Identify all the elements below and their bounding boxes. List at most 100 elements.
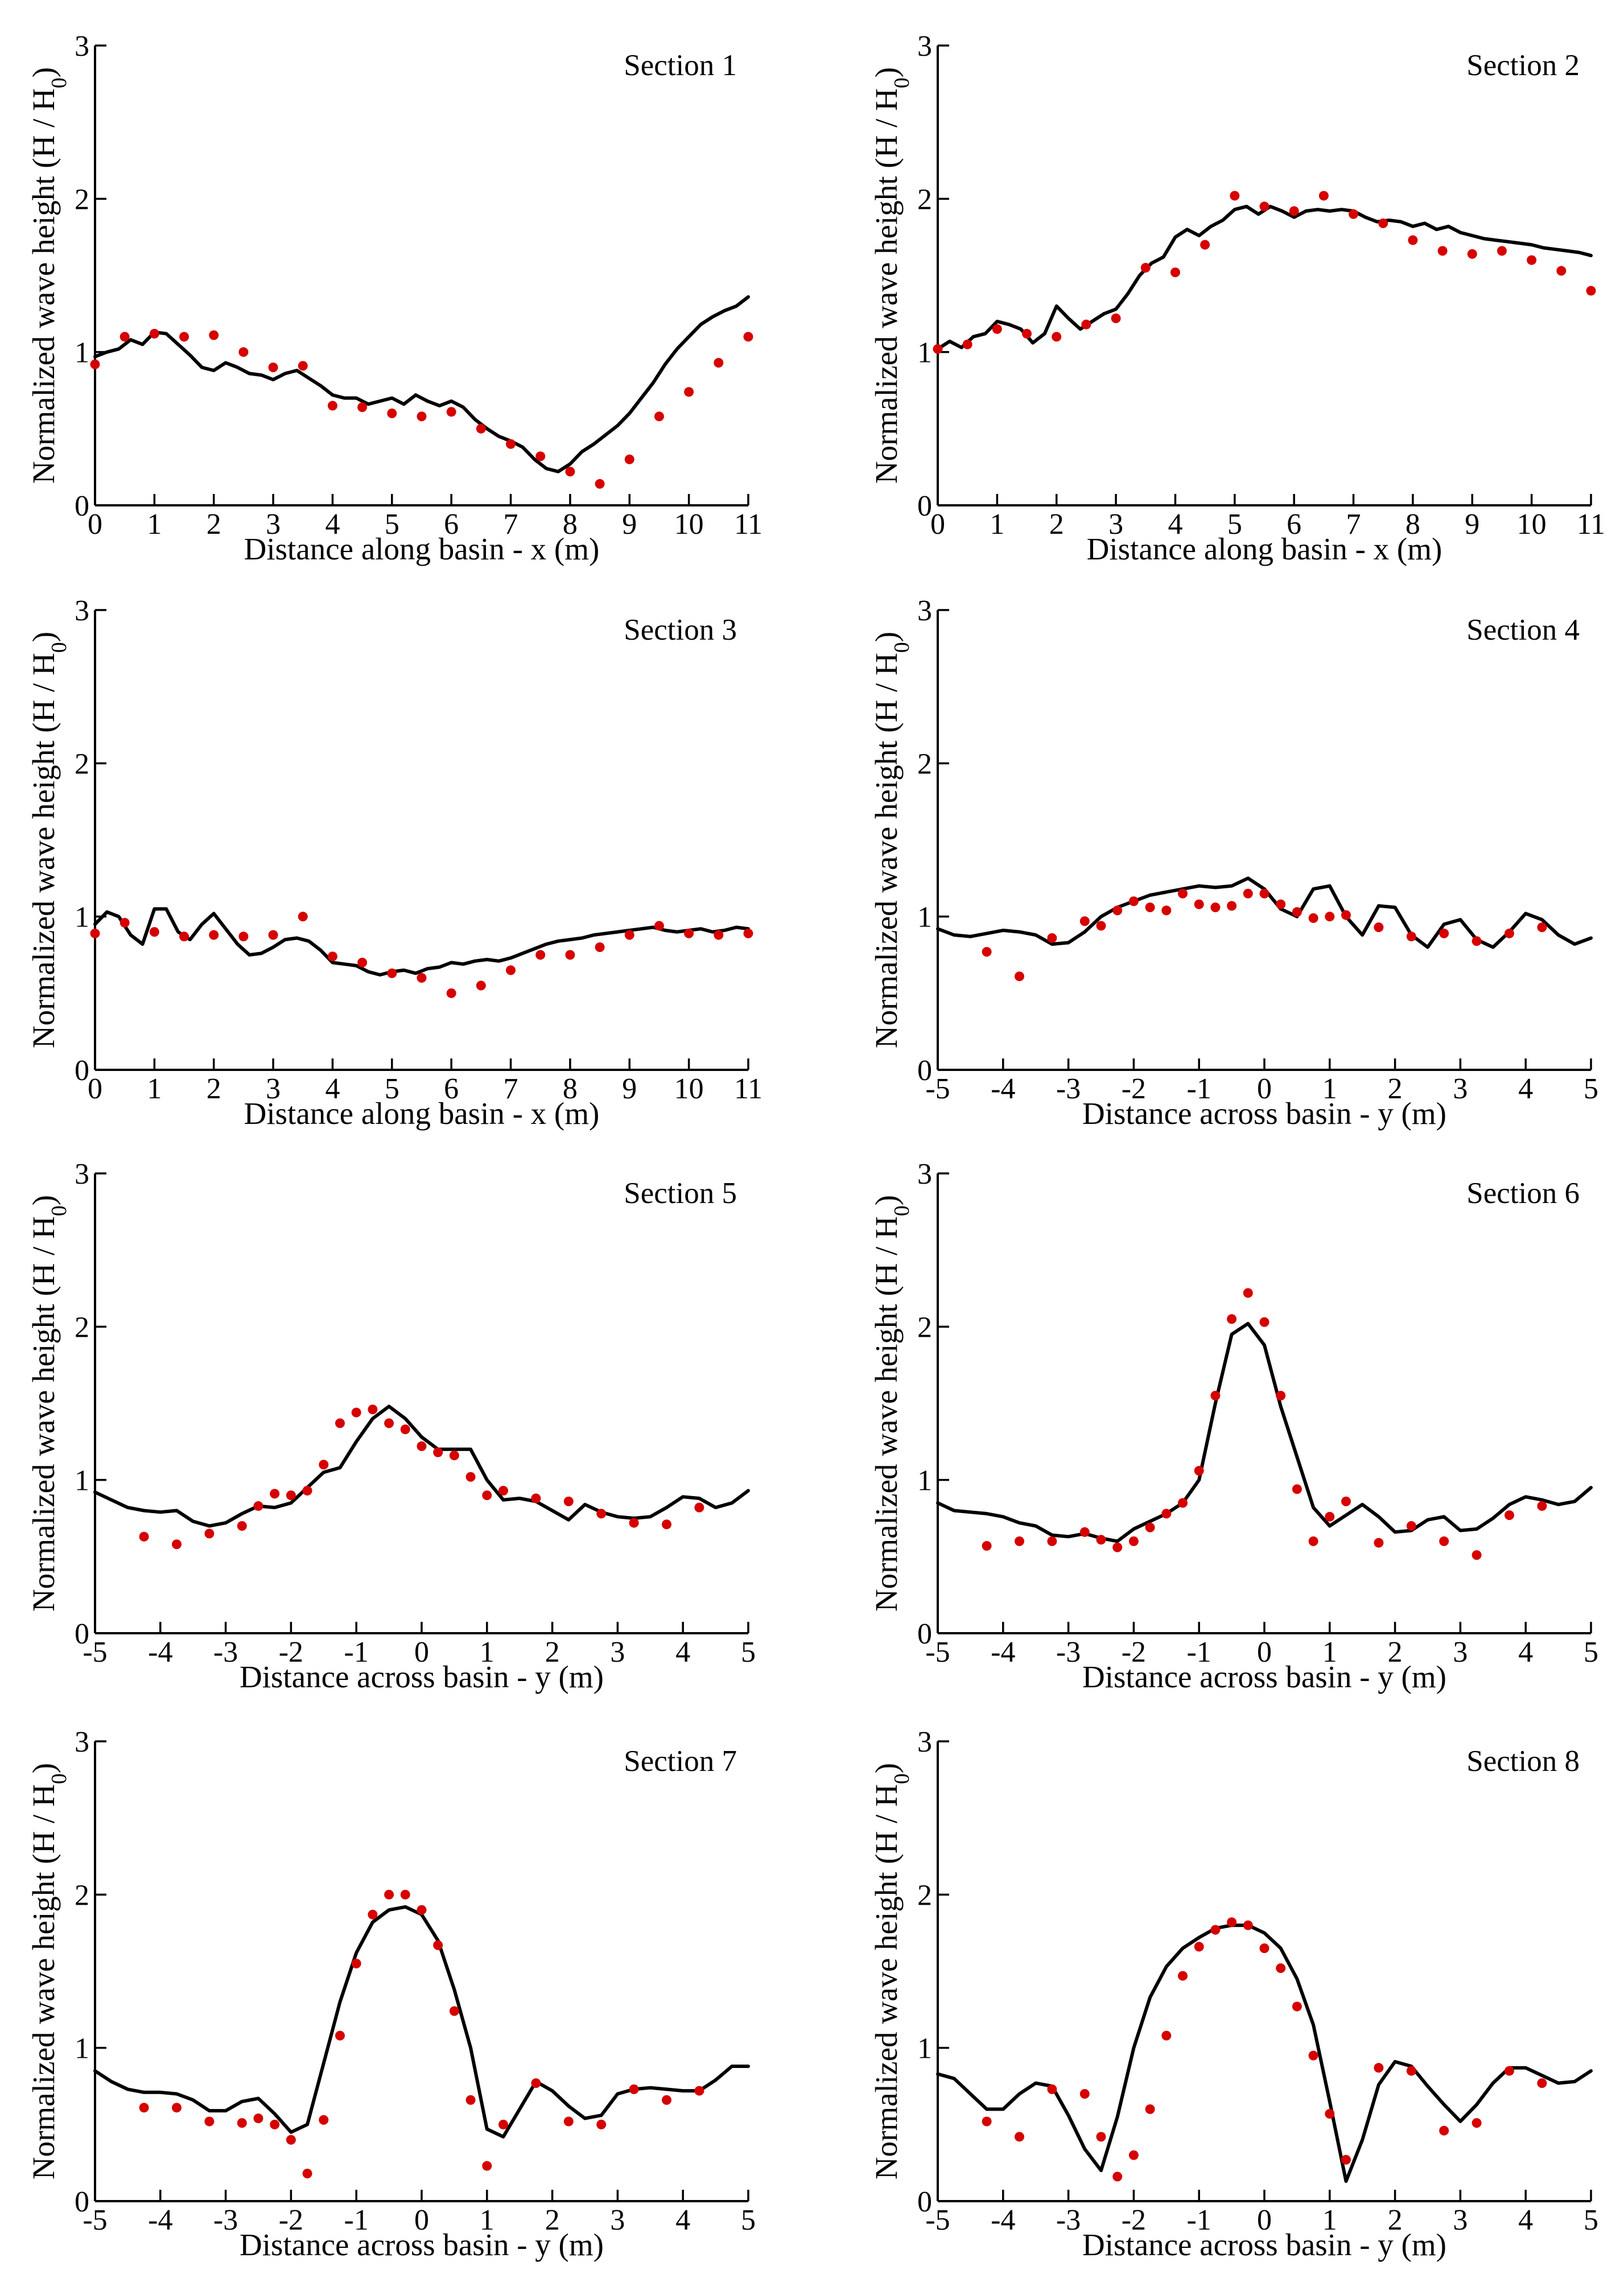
x-tick-label: 1 (1322, 1636, 1337, 1668)
measured-point (482, 2161, 492, 2171)
panel-title: Section 6 (1466, 1177, 1580, 1210)
measured-point (1079, 916, 1090, 926)
measured-point (1472, 1550, 1482, 1560)
measured-point (1292, 907, 1302, 917)
panel-title: Section 7 (624, 1745, 737, 1778)
panel-title: Section 8 (1466, 1745, 1580, 1778)
y-axis-title-main: Normalized wave height (H / H (26, 88, 61, 484)
x-tick-label: 3 (1453, 2204, 1468, 2236)
measured-point (596, 2119, 607, 2129)
measured-point (1079, 1527, 1090, 1537)
x-tick-label: -2 (1122, 1636, 1146, 1668)
measured-point (1439, 1536, 1449, 1546)
y-tick-label: 1 (75, 1465, 89, 1497)
measured-point (962, 339, 972, 349)
measured-point (1537, 2078, 1547, 2088)
measured-point (1289, 206, 1299, 216)
measured-point (253, 2114, 263, 2124)
measured-point (498, 2119, 508, 2129)
y-tick-label: 3 (75, 595, 89, 627)
measured-point (149, 328, 159, 339)
x-tick-label: 1 (147, 508, 162, 541)
measured-point (179, 932, 189, 942)
measured-point (1227, 1917, 1237, 1927)
measured-point (535, 950, 546, 960)
measured-point (1374, 922, 1384, 933)
x-tick-label: 11 (734, 508, 762, 541)
measured-point (1537, 922, 1547, 933)
measured-point (319, 1460, 329, 1470)
y-tick-label: 2 (917, 1879, 932, 1911)
measured-point (933, 344, 943, 354)
measured-point (624, 930, 634, 940)
measured-point (1259, 1317, 1269, 1327)
measured-point (1145, 903, 1155, 913)
measured-point (982, 2116, 992, 2127)
x-tick-label: 8 (563, 1073, 578, 1105)
measured-point (209, 330, 219, 340)
measured-point (1112, 1542, 1123, 1552)
x-tick-label: -4 (148, 2204, 172, 2236)
measured-point (1349, 209, 1359, 219)
measured-point (1210, 903, 1221, 913)
measured-point (596, 1509, 607, 1519)
y-tick-label: 3 (917, 30, 932, 63)
x-tick-label: 4 (1168, 508, 1182, 541)
measured-point (417, 1441, 427, 1451)
measured-point (204, 1529, 215, 1539)
y-tick-label: 3 (75, 30, 89, 63)
measured-point (465, 2095, 476, 2105)
y-tick-label: 1 (75, 337, 89, 369)
x-axis-title: Distance across basin - y (m) (240, 2227, 604, 2262)
x-tick-label: 1 (1322, 1073, 1337, 1105)
measured-point (465, 1472, 476, 1482)
y-axis-title: Normalized wave height (H / H0) (26, 1763, 71, 2180)
measured-point (1505, 2066, 1514, 2076)
measured-point (506, 439, 516, 449)
measured-point (172, 1539, 182, 1550)
y-axis-title: Normalized wave height (H / H0) (869, 1763, 914, 2180)
x-tick-label: 6 (444, 508, 459, 541)
measured-point (90, 928, 100, 938)
y-tick-label: 0 (917, 490, 932, 522)
measured-point (714, 930, 724, 940)
x-tick-label: 5 (741, 1636, 756, 1668)
measured-point (1341, 2154, 1351, 2165)
measured-point (1128, 2150, 1139, 2160)
measured-point (1259, 888, 1269, 899)
measured-point (400, 1889, 410, 1900)
measured-point (1145, 2104, 1155, 2114)
x-tick-label: 5 (385, 1073, 399, 1105)
measured-point (1318, 191, 1329, 201)
measured-point (654, 921, 664, 931)
measured-point (335, 2030, 345, 2041)
x-tick-label: 7 (1346, 508, 1361, 541)
panel-title: Section 2 (1466, 49, 1580, 82)
model-series-line (93, 1404, 750, 1528)
y-tick-label: 3 (917, 1158, 932, 1190)
measured-point (1161, 2030, 1172, 2041)
measured-point (237, 1521, 247, 1531)
measured-point (1259, 201, 1269, 212)
measured-point (327, 401, 337, 411)
measured-point (1406, 1521, 1416, 1531)
measured-point (1194, 1942, 1204, 1952)
model-series-line (936, 1923, 1593, 2183)
measured-point (179, 332, 189, 342)
measured-point (743, 332, 753, 342)
measured-point (400, 1424, 410, 1435)
measured-point (1527, 255, 1537, 265)
x-tick-label: 4 (1518, 2204, 1533, 2236)
measured-point (327, 951, 337, 962)
measured-point (1537, 1501, 1547, 1511)
measured-point (139, 2103, 149, 2113)
x-tick-label: 1 (480, 1636, 494, 1668)
measured-point (1308, 2050, 1318, 2061)
measured-point (1259, 1943, 1269, 1954)
x-tick-label: 1 (990, 508, 1004, 541)
